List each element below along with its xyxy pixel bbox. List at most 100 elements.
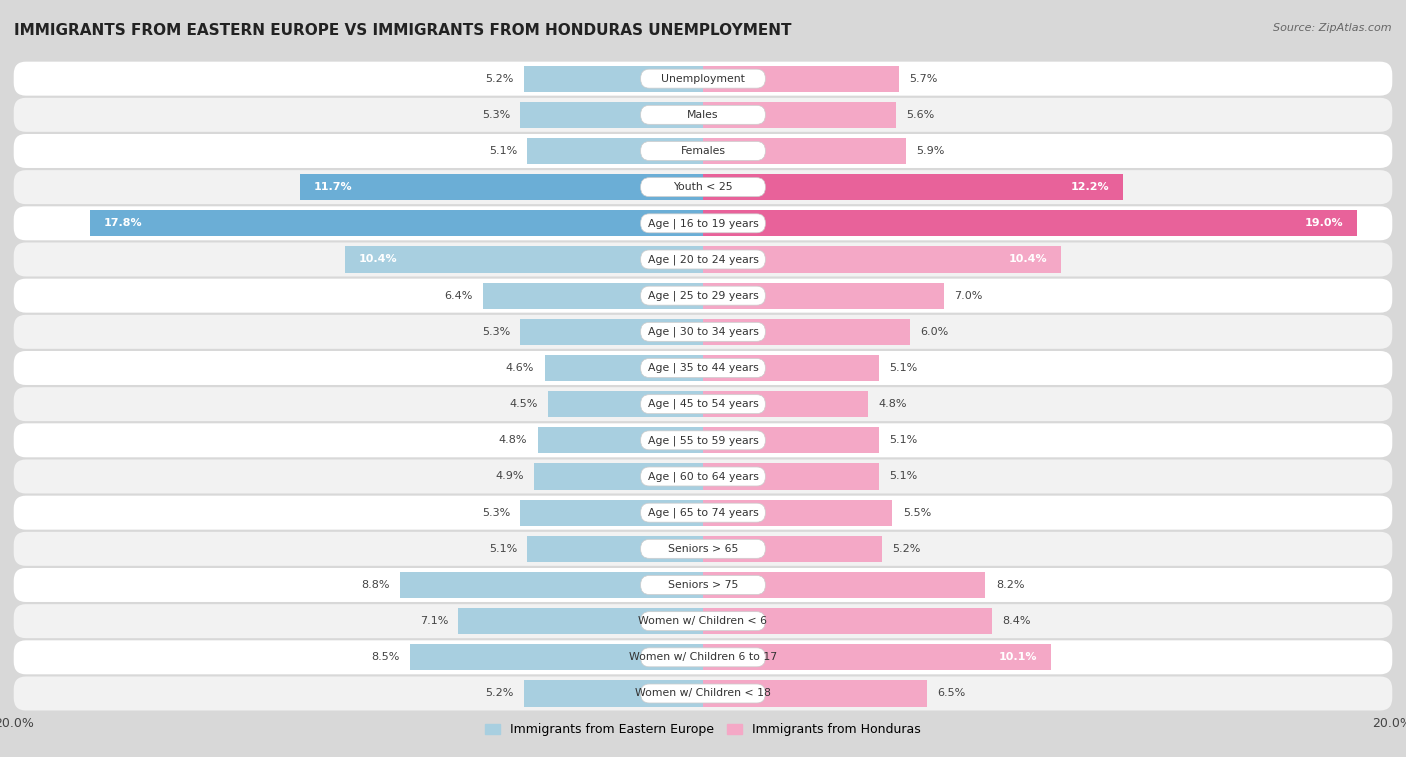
Bar xyxy=(537,427,703,453)
Bar xyxy=(703,210,1358,236)
Text: 5.6%: 5.6% xyxy=(907,110,935,120)
Bar xyxy=(703,174,1123,200)
Bar xyxy=(299,174,703,200)
Text: Age | 16 to 19 years: Age | 16 to 19 years xyxy=(648,218,758,229)
Bar xyxy=(703,644,1050,671)
Text: 4.8%: 4.8% xyxy=(879,399,907,409)
Bar xyxy=(520,500,703,525)
Bar xyxy=(482,282,703,309)
Bar xyxy=(527,138,703,164)
Bar xyxy=(703,463,879,490)
Bar xyxy=(703,572,986,598)
FancyBboxPatch shape xyxy=(641,575,765,594)
Text: 5.3%: 5.3% xyxy=(482,508,510,518)
Text: Age | 35 to 44 years: Age | 35 to 44 years xyxy=(648,363,758,373)
Bar xyxy=(520,319,703,345)
Text: 8.8%: 8.8% xyxy=(361,580,389,590)
FancyBboxPatch shape xyxy=(14,568,1392,602)
FancyBboxPatch shape xyxy=(641,431,765,450)
Bar xyxy=(534,463,703,490)
Text: 8.4%: 8.4% xyxy=(1002,616,1031,626)
FancyBboxPatch shape xyxy=(641,612,765,631)
Text: Males: Males xyxy=(688,110,718,120)
Bar xyxy=(548,391,703,417)
Text: 10.1%: 10.1% xyxy=(998,653,1038,662)
Text: 4.9%: 4.9% xyxy=(495,472,524,481)
Text: Women w/ Children < 18: Women w/ Children < 18 xyxy=(636,689,770,699)
FancyBboxPatch shape xyxy=(641,250,765,269)
Text: 7.0%: 7.0% xyxy=(955,291,983,301)
Text: IMMIGRANTS FROM EASTERN EUROPE VS IMMIGRANTS FROM HONDURAS UNEMPLOYMENT: IMMIGRANTS FROM EASTERN EUROPE VS IMMIGR… xyxy=(14,23,792,38)
FancyBboxPatch shape xyxy=(14,134,1392,168)
FancyBboxPatch shape xyxy=(14,170,1392,204)
Text: 5.2%: 5.2% xyxy=(485,689,513,699)
Bar xyxy=(527,536,703,562)
Bar xyxy=(458,608,703,634)
Text: 6.4%: 6.4% xyxy=(444,291,472,301)
Text: 5.1%: 5.1% xyxy=(889,435,917,445)
Bar xyxy=(703,319,910,345)
Text: Unemployment: Unemployment xyxy=(661,73,745,83)
Text: Women w/ Children 6 to 17: Women w/ Children 6 to 17 xyxy=(628,653,778,662)
FancyBboxPatch shape xyxy=(641,648,765,667)
Text: 6.0%: 6.0% xyxy=(920,327,948,337)
Text: 5.1%: 5.1% xyxy=(889,363,917,373)
Text: 4.6%: 4.6% xyxy=(506,363,534,373)
Bar xyxy=(703,282,945,309)
Text: Youth < 25: Youth < 25 xyxy=(673,182,733,192)
Text: Age | 45 to 54 years: Age | 45 to 54 years xyxy=(648,399,758,410)
Bar xyxy=(399,572,703,598)
Text: 8.5%: 8.5% xyxy=(371,653,399,662)
Text: 5.2%: 5.2% xyxy=(485,73,513,83)
FancyBboxPatch shape xyxy=(641,684,765,703)
FancyBboxPatch shape xyxy=(14,279,1392,313)
FancyBboxPatch shape xyxy=(14,61,1392,95)
FancyBboxPatch shape xyxy=(14,315,1392,349)
Text: 17.8%: 17.8% xyxy=(104,218,142,229)
FancyBboxPatch shape xyxy=(641,539,765,559)
FancyBboxPatch shape xyxy=(14,98,1392,132)
FancyBboxPatch shape xyxy=(14,387,1392,421)
FancyBboxPatch shape xyxy=(641,322,765,341)
FancyBboxPatch shape xyxy=(14,496,1392,530)
Text: Women w/ Children < 6: Women w/ Children < 6 xyxy=(638,616,768,626)
Text: 5.5%: 5.5% xyxy=(903,508,931,518)
Text: 8.2%: 8.2% xyxy=(995,580,1025,590)
Text: Age | 65 to 74 years: Age | 65 to 74 years xyxy=(648,507,758,518)
Bar xyxy=(703,355,879,381)
FancyBboxPatch shape xyxy=(14,677,1392,711)
Legend: Immigrants from Eastern Europe, Immigrants from Honduras: Immigrants from Eastern Europe, Immigran… xyxy=(481,718,925,741)
FancyBboxPatch shape xyxy=(641,394,765,413)
Text: 12.2%: 12.2% xyxy=(1071,182,1109,192)
Text: Age | 25 to 29 years: Age | 25 to 29 years xyxy=(648,291,758,301)
Bar xyxy=(520,101,703,128)
Bar xyxy=(703,427,879,453)
FancyBboxPatch shape xyxy=(641,178,765,197)
Bar xyxy=(524,66,703,92)
Bar xyxy=(411,644,703,671)
Text: 5.7%: 5.7% xyxy=(910,73,938,83)
Text: Age | 60 to 64 years: Age | 60 to 64 years xyxy=(648,472,758,481)
FancyBboxPatch shape xyxy=(14,532,1392,565)
FancyBboxPatch shape xyxy=(14,207,1392,240)
Text: Source: ZipAtlas.com: Source: ZipAtlas.com xyxy=(1274,23,1392,33)
Text: 5.1%: 5.1% xyxy=(489,146,517,156)
Text: 19.0%: 19.0% xyxy=(1305,218,1344,229)
Bar xyxy=(524,681,703,706)
Text: 10.4%: 10.4% xyxy=(1010,254,1047,264)
Bar xyxy=(703,247,1062,273)
Text: Age | 20 to 24 years: Age | 20 to 24 years xyxy=(648,254,758,265)
Bar xyxy=(703,138,907,164)
Text: 5.3%: 5.3% xyxy=(482,110,510,120)
Text: Females: Females xyxy=(681,146,725,156)
Text: Age | 55 to 59 years: Age | 55 to 59 years xyxy=(648,435,758,446)
Text: 11.7%: 11.7% xyxy=(314,182,353,192)
FancyBboxPatch shape xyxy=(641,503,765,522)
FancyBboxPatch shape xyxy=(641,69,765,88)
FancyBboxPatch shape xyxy=(641,359,765,378)
Bar xyxy=(703,681,927,706)
FancyBboxPatch shape xyxy=(14,459,1392,494)
Text: 5.1%: 5.1% xyxy=(489,544,517,554)
FancyBboxPatch shape xyxy=(641,142,765,160)
Text: Seniors > 65: Seniors > 65 xyxy=(668,544,738,554)
